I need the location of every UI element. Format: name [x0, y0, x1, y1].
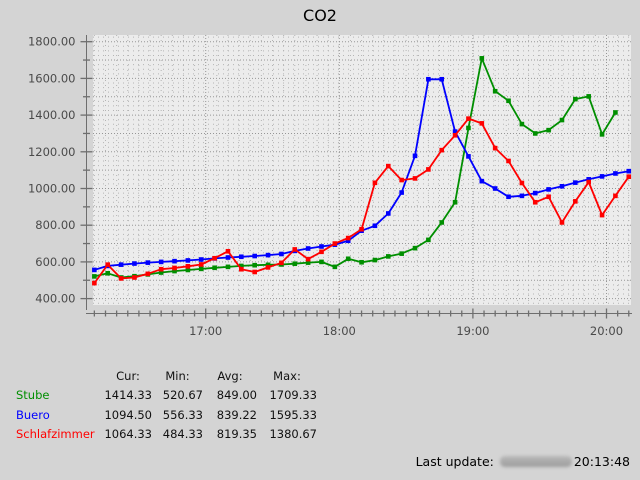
last-update: Last update: 20:13:48 [416, 453, 630, 469]
schlafzimmer-max: 1380.67 [269, 427, 317, 442]
svg-text:19:00: 19:00 [456, 324, 489, 338]
legend-table: Cur: Min: Avg: Max: Stube 1414.33 520.67… [16, 366, 317, 444]
svg-text:1400.00: 1400.00 [28, 108, 76, 122]
series-label-schlafzimmer: Schlafzimmer [16, 427, 95, 442]
legend-row-stube: Stube 1414.33 520.67 849.00 1709.33 [16, 386, 317, 406]
series-label-buero: Buero [16, 407, 50, 422]
buero-avg: 839.22 [216, 407, 257, 422]
last-update-label: Last update: [415, 453, 494, 469]
svg-text:20:00: 20:00 [590, 324, 623, 338]
buero-min: 556.33 [162, 407, 203, 422]
svg-text:1600.00: 1600.00 [28, 71, 76, 85]
chart-title: CO2 [303, 6, 337, 25]
series-label-stube: Stube [16, 388, 50, 403]
svg-text:1200.00: 1200.00 [28, 145, 76, 159]
schlafzimmer-cur: 1064.33 [104, 427, 152, 442]
redacted-date [499, 455, 572, 467]
schlafzimmer-avg: 819.35 [216, 427, 257, 442]
last-update-time: 20:13:48 [573, 453, 630, 469]
schlafzimmer-min: 484.33 [162, 427, 203, 442]
legend-row-schlafzimmer: Schlafzimmer 1064.33 484.33 819.35 1380.… [16, 425, 317, 445]
legend-header-max: Max: [273, 368, 301, 383]
svg-text:800.00: 800.00 [35, 218, 75, 232]
legend-header-min: Min: [165, 368, 190, 383]
legend-header-avg: Avg: [217, 368, 243, 383]
stube-cur: 1414.33 [104, 388, 152, 403]
legend-row-buero: Buero 1094.50 556.33 839.22 1595.33 [16, 405, 317, 425]
stube-max: 1709.33 [269, 388, 317, 403]
svg-text:17:00: 17:00 [189, 324, 222, 338]
svg-text:18:00: 18:00 [323, 324, 356, 338]
svg-text:1000.00: 1000.00 [28, 182, 76, 196]
legend-header-row: Cur: Min: Avg: Max: [16, 366, 317, 386]
svg-text:600.00: 600.00 [35, 255, 75, 269]
legend-header-cur: Cur: [116, 368, 140, 383]
svg-text:1800.00: 1800.00 [28, 35, 76, 49]
buero-max: 1595.33 [269, 407, 317, 422]
stube-min: 520.67 [162, 388, 203, 403]
stube-avg: 849.00 [216, 388, 257, 403]
buero-cur: 1094.50 [104, 407, 152, 422]
svg-text:400.00: 400.00 [35, 292, 75, 306]
